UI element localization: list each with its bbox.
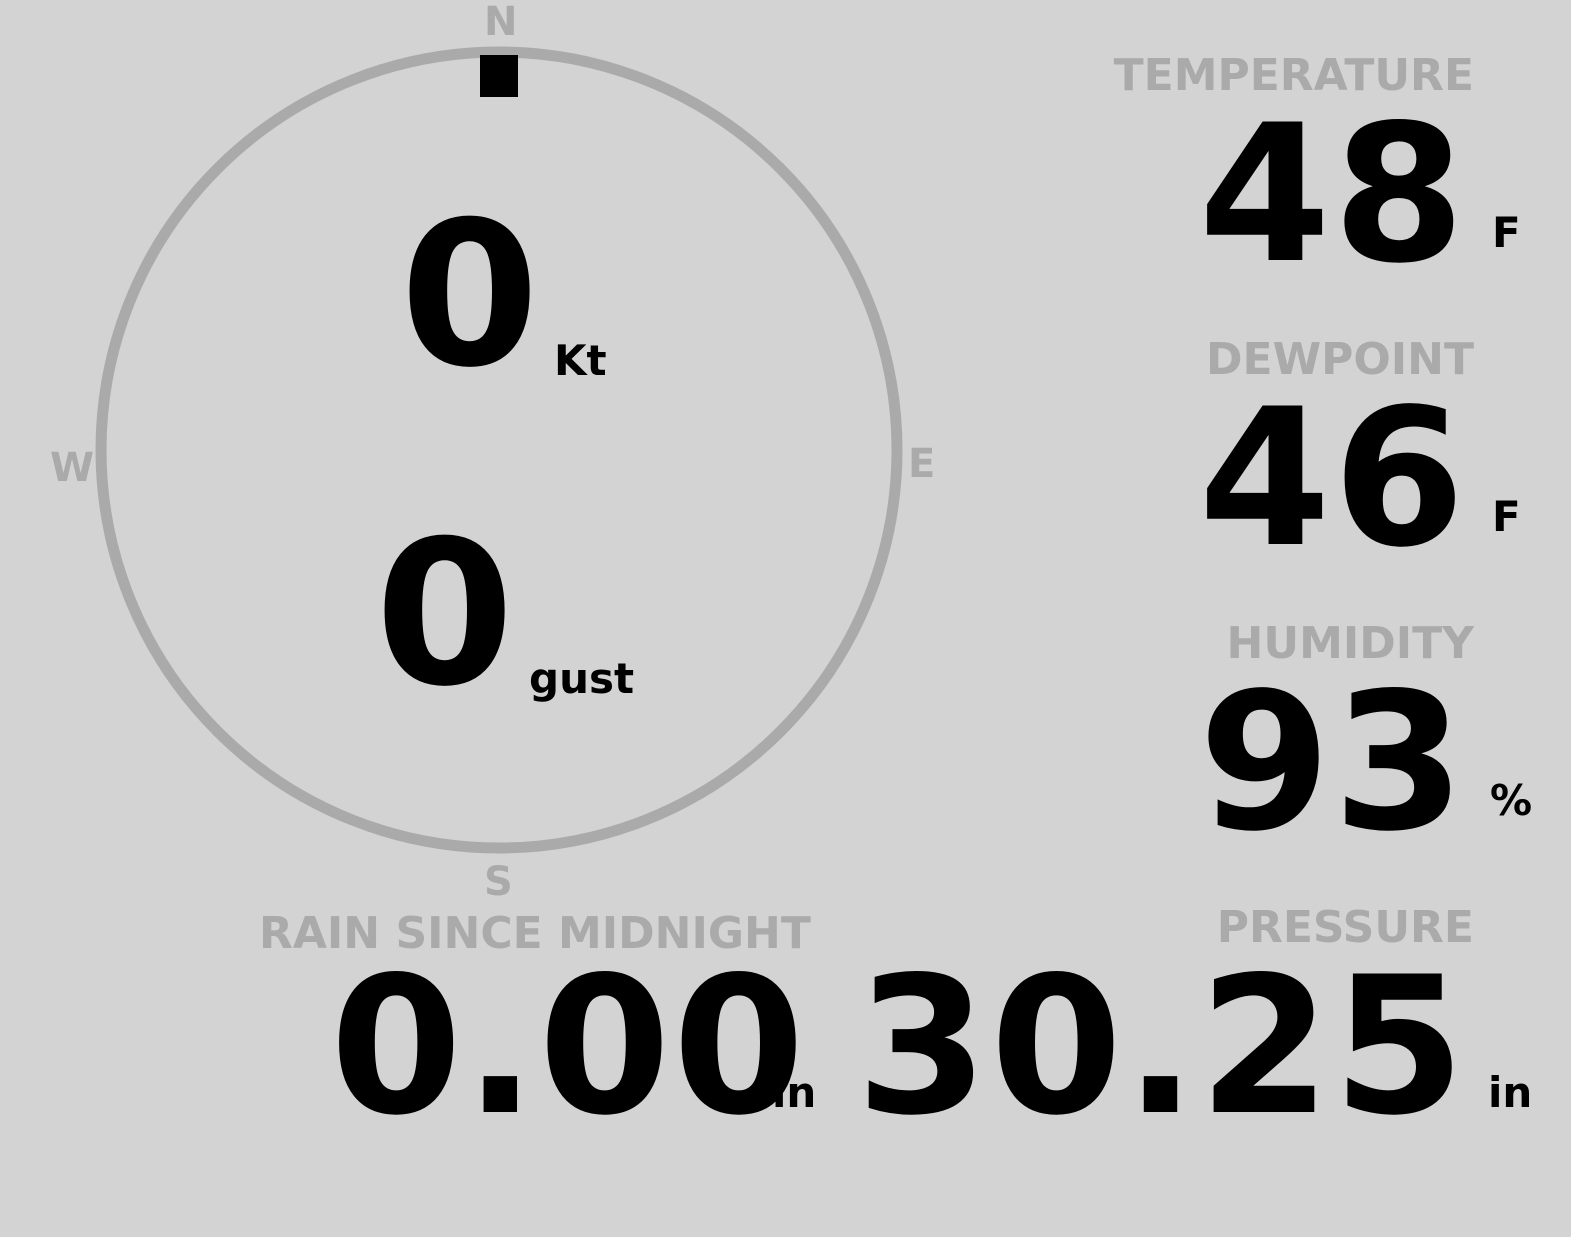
dewpoint-label: DEWPOINT xyxy=(1206,334,1474,385)
pressure-label: PRESSURE xyxy=(1216,902,1474,953)
rain-value: 0.00 xyxy=(330,936,807,1157)
rain-unit: in xyxy=(772,1068,817,1117)
wind-compass xyxy=(95,46,903,854)
compass-west-label: W xyxy=(50,445,95,491)
wind-direction-pointer xyxy=(480,55,518,97)
dewpoint-unit: F xyxy=(1492,492,1521,541)
temperature-unit: F xyxy=(1492,208,1521,257)
wind-gust-unit: gust xyxy=(529,654,635,703)
temperature-value: 48 xyxy=(1198,84,1467,305)
compass-ring xyxy=(95,46,903,854)
compass-north-label: N xyxy=(484,0,518,45)
wind-speed-value: 0 xyxy=(400,179,542,412)
compass-south-label: S xyxy=(484,859,513,905)
dewpoint-value: 46 xyxy=(1198,368,1467,589)
wind-speed-unit: Kt xyxy=(554,336,607,385)
wind-gust-value: 0 xyxy=(375,498,517,731)
humidity-label: HUMIDITY xyxy=(1226,618,1474,669)
humidity-unit: % xyxy=(1490,776,1533,825)
humidity-value: 93 xyxy=(1198,652,1467,873)
temperature-label: TEMPERATURE xyxy=(1113,50,1474,101)
pressure-unit: in xyxy=(1488,1068,1533,1117)
pressure-value: 30.25 xyxy=(856,936,1467,1157)
compass-east-label: E xyxy=(908,441,936,487)
rain-label: RAIN SINCE MIDNIGHT xyxy=(259,908,811,959)
